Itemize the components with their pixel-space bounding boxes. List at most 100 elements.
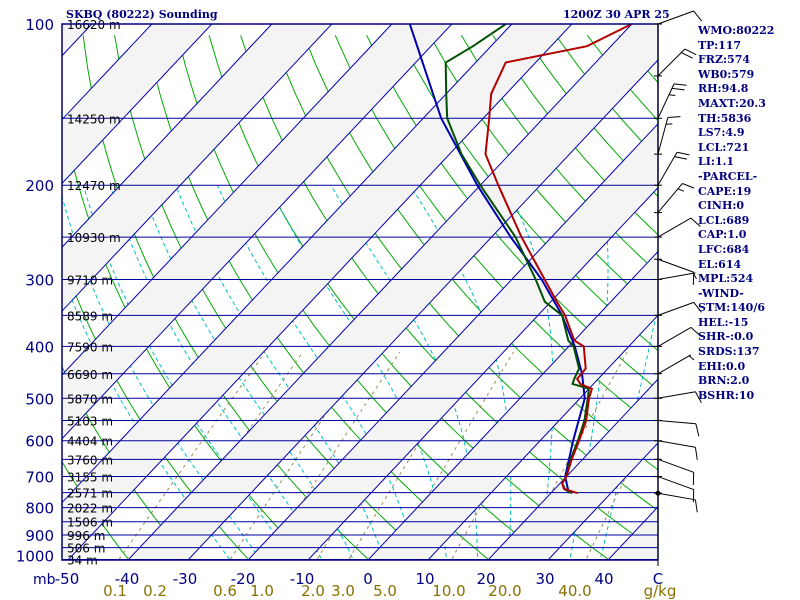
mixing-ratio-tick-label: 0.6 (213, 582, 237, 600)
surface-wind-marker (655, 490, 661, 496)
height-label: 12470 m (67, 179, 121, 193)
isotherm-line (367, 250, 658, 560)
sounding-index-item: MAXT:20.3 (698, 96, 766, 110)
wind-barb-half-flag (693, 273, 697, 280)
sounding-index-item: TP:117 (698, 38, 742, 52)
wind-barb-flag (684, 48, 697, 56)
pressure-tick-label: 700 (25, 469, 54, 487)
wind-barb (654, 151, 690, 186)
wind-barb (654, 10, 702, 25)
dewpoint-trace-line (444, 24, 590, 495)
isotherm-line (127, 24, 633, 560)
temperature-tick-label: 20 (476, 570, 495, 588)
isotherm-line (427, 314, 658, 560)
pressure-tick-label: 500 (25, 390, 54, 408)
isotherm-band (127, 24, 658, 560)
height-label: 1506 m (67, 516, 113, 530)
height-label: 506 m (67, 542, 105, 556)
wind-barb (654, 116, 681, 155)
height-label: 3760 m (67, 453, 113, 467)
sounding-index-item: LI:1.1 (698, 155, 735, 169)
height-label: 5870 m (67, 392, 113, 406)
sounding-profiles (408, 24, 633, 495)
temperature-tick-label: -30 (173, 570, 198, 588)
temperature-tick-label: 10 (415, 570, 434, 588)
wind-barb-staff (657, 492, 696, 501)
sounding-index-item: TH:5836 (698, 111, 752, 125)
mixing-ratio-tick-label: 5.0 (373, 582, 397, 600)
pressure-tick-label: 800 (25, 500, 54, 518)
moist-adiabat-line (569, 185, 609, 560)
mixing-ratio-line (585, 411, 658, 560)
wind-barb-flag (693, 10, 702, 22)
isotherm-line (0, 12, 43, 573)
wind-barb (654, 440, 698, 460)
plot-frame (61, 23, 659, 566)
wind-barb (654, 83, 687, 119)
height-label: 14250 m (67, 112, 121, 126)
wind-barb (654, 326, 701, 347)
wind-barb-staff (657, 419, 696, 425)
mixing-ratio-tick-label: 20.0 (488, 582, 521, 600)
wind-barb-flag (690, 327, 701, 337)
wind-barb-staff (657, 391, 696, 399)
mixing-ratio-tick-label: 40.0 (558, 582, 591, 600)
sounding-index-item: EHI:0.0 (698, 359, 746, 373)
moist-adiabat-line (599, 302, 658, 560)
wind-barb (654, 354, 695, 375)
wind-barb-staff (657, 217, 692, 238)
height-label: 9710 m (67, 273, 113, 287)
mixing-ratio-tick-label: 2.0 (301, 582, 325, 600)
sounding-index-item: SRDS:137 (698, 345, 760, 359)
wind-barb-flag (693, 302, 702, 313)
wind-barb-half-flag (688, 355, 695, 361)
height-label: 3155 m (67, 471, 113, 485)
isotherm-line (307, 186, 658, 560)
isotherm-line (187, 59, 658, 560)
dry-adiabat-line (271, 35, 658, 512)
temperature-tick-label: 0 (363, 570, 373, 588)
sounding-index-item: -WIND- (698, 286, 744, 300)
dry-adiabat-line (460, 35, 658, 274)
temperature-tick-label: 30 (535, 570, 554, 588)
wind-barb (654, 476, 695, 503)
wind-barb-flag (681, 52, 693, 59)
wind-barb-flag (695, 423, 700, 437)
pressure-unit-label: mb (33, 572, 56, 588)
temperature-tick-label: -20 (231, 570, 256, 588)
sounding-index-item: RH:94.8 (698, 82, 749, 96)
wind-barb-flag (682, 183, 695, 189)
height-label: 4404 m (67, 435, 113, 449)
pressure-tick-label: 600 (25, 433, 54, 451)
wind-barb-flag (674, 83, 687, 86)
mixing-ratio-unit-label: g/kg (644, 582, 677, 600)
wind-barb-staff (657, 83, 675, 119)
parcel-trace-line (408, 24, 586, 494)
wind-barb-staff (657, 183, 683, 213)
sounding-index-item: HEL:-15 (698, 315, 749, 329)
sounding-index-item: LFC:684 (698, 242, 750, 256)
height-label: 5103 m (67, 414, 113, 428)
height-label: 2022 m (67, 502, 113, 516)
wind-barb-staff (657, 354, 692, 375)
dry-adiabat-line (366, 35, 658, 391)
isotherm-line (62, 24, 513, 504)
wind-barb-flag (694, 499, 698, 513)
wind-barb (654, 272, 697, 280)
wind-barb-half-flag (668, 94, 676, 96)
dry-adiabat-line (62, 460, 130, 560)
wind-barb (654, 217, 701, 238)
sounding-index-item: STM:140/6 (698, 301, 765, 315)
wind-barb-staff (657, 48, 686, 77)
height-label: 8589 m (67, 309, 113, 323)
wind-barb (654, 419, 700, 437)
wind-barb-staff (657, 10, 694, 25)
wind-barb (654, 183, 695, 214)
moist-adiabat-line (140, 185, 354, 560)
height-label: 7590 m (67, 340, 113, 354)
mixing-ratio-tick-label: 10.0 (432, 582, 465, 600)
pressure-tick-label: 1000 (16, 548, 54, 566)
chart-subtitle: 1200Z 30 APR 25 (563, 8, 670, 21)
isotherm-line (247, 123, 658, 560)
